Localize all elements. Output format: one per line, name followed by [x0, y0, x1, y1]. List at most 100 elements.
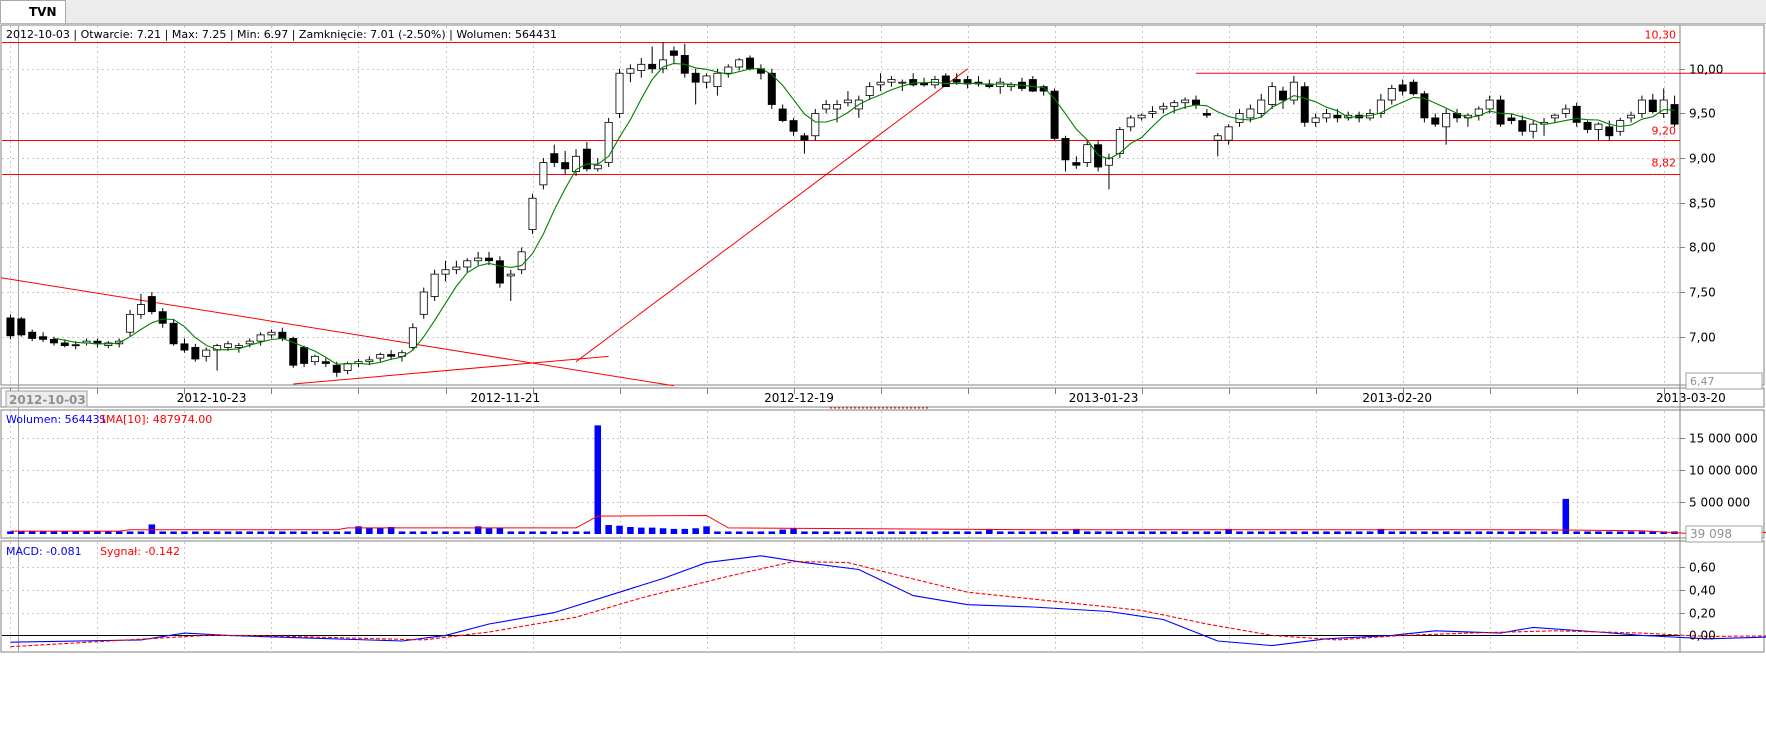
- volume-bar: [714, 531, 721, 534]
- sma-line: [53, 62, 1675, 365]
- volume-bar: [725, 531, 732, 534]
- candle-body: [952, 79, 961, 83]
- volume-bar: [1116, 531, 1124, 534]
- volume-bar: [1073, 528, 1080, 534]
- volume-bar: [105, 531, 112, 534]
- candle-body: [724, 66, 733, 74]
- candle-body: [909, 79, 918, 86]
- volume-bar: [1432, 531, 1439, 534]
- candle-body: [1235, 113, 1244, 123]
- candle-body: [343, 363, 352, 372]
- chart-area[interactable]: 10,00 9,50 9,00 8,50 8,00 7,50 7,00 10,30 9,20 8,…: [0, 24, 1766, 736]
- volume-bar: [1192, 531, 1200, 534]
- volume-bar: [224, 531, 232, 534]
- grid: [0, 24, 1765, 653]
- volume-bar: [126, 531, 134, 534]
- volume-bar: [812, 531, 819, 534]
- volume-bar: [235, 531, 243, 534]
- volume-bar: [322, 531, 330, 534]
- volume-bar: [703, 526, 710, 534]
- volume-bar: [594, 425, 602, 534]
- date-label: 2012-12-19: [764, 391, 834, 405]
- trend-line: [0, 277, 674, 387]
- candle-body: [39, 336, 48, 340]
- candle-body: [1137, 114, 1146, 119]
- candle-body: [1431, 117, 1440, 125]
- tab-bar: TVN: [0, 0, 1766, 24]
- candle-body: [1126, 117, 1135, 128]
- volume-bar: [1323, 531, 1330, 534]
- candle-body: [887, 79, 896, 83]
- volume-panel[interactable]: [7, 425, 1766, 534]
- candle-body: [321, 361, 330, 364]
- volume-bar: [1247, 531, 1254, 534]
- volume-bar: [28, 531, 36, 534]
- level-label: 10,30: [1645, 29, 1677, 42]
- volume-bar: [1203, 531, 1211, 534]
- volume-bar: [442, 531, 449, 534]
- date-label: 2012-11-21: [470, 391, 540, 405]
- volume-bar: [768, 531, 776, 534]
- macd-ytick-label: 0,20: [1689, 607, 1716, 621]
- volume-bar: [1529, 531, 1537, 534]
- candle-body: [17, 318, 26, 336]
- price-ytick-label: 8,00: [1689, 241, 1716, 255]
- candle-body: [561, 162, 570, 170]
- volume-bar: [1290, 531, 1298, 534]
- volume-bar: [159, 531, 166, 534]
- candle-body: [256, 334, 265, 342]
- volume-bar: [148, 524, 156, 534]
- volume-bar: [202, 531, 210, 534]
- macd-panel[interactable]: [10, 555, 1766, 648]
- volume-bar: [627, 526, 634, 534]
- volume-bar: [496, 527, 504, 534]
- candle-body: [1007, 84, 1016, 88]
- candle-body: [60, 342, 69, 347]
- candle-body: [604, 121, 613, 163]
- date-label: 2013-03-20: [1656, 391, 1726, 405]
- volume-bar: [1149, 531, 1156, 534]
- tab-tvn[interactable]: TVN: [0, 0, 66, 23]
- price-panel[interactable]: [0, 42, 1766, 387]
- candle-body: [49, 338, 58, 344]
- volume-bar: [376, 527, 384, 534]
- volume-bar: [1312, 531, 1319, 534]
- candle-body: [637, 63, 646, 71]
- volume-bar: [1508, 531, 1515, 534]
- candle-body: [1159, 105, 1168, 110]
- volume-bar: [833, 531, 841, 534]
- volume-bar: [257, 531, 264, 534]
- volume-bar: [670, 528, 678, 534]
- volume-bar: [746, 531, 754, 534]
- cursor-volume-label: 39 098: [1690, 527, 1732, 541]
- volume-bar: [1301, 531, 1309, 534]
- volume-bar: [1377, 528, 1385, 534]
- volume-bar: [953, 531, 960, 534]
- candle-body: [517, 251, 526, 271]
- volume-ytick-label: 10 000 000: [1689, 464, 1758, 478]
- date-label: 2013-01-23: [1069, 391, 1139, 405]
- trend-line: [293, 355, 609, 385]
- candle-body: [1442, 113, 1451, 128]
- volume-panel-frame: [0, 409, 1765, 539]
- candle-body: [1648, 99, 1657, 113]
- volume-bar: [518, 531, 525, 534]
- candle-body: [223, 343, 232, 348]
- candle-body: [202, 349, 211, 357]
- candle-body: [506, 273, 515, 277]
- candle-body: [843, 99, 852, 104]
- candle-body: [1311, 117, 1320, 123]
- volume-bar: [877, 531, 884, 534]
- volume-bar: [1051, 531, 1058, 534]
- candle-body: [430, 273, 439, 297]
- volume-bar: [1279, 531, 1287, 534]
- volume-bar: [605, 525, 612, 534]
- volume-bar: [931, 531, 939, 534]
- candle-body: [1192, 99, 1200, 105]
- volume-bar: [681, 528, 689, 534]
- candle-body: [387, 354, 396, 357]
- volume-bar: [648, 527, 656, 534]
- candle-body: [735, 59, 744, 68]
- volume-bar: [1170, 531, 1178, 534]
- candle-body: [1224, 126, 1233, 141]
